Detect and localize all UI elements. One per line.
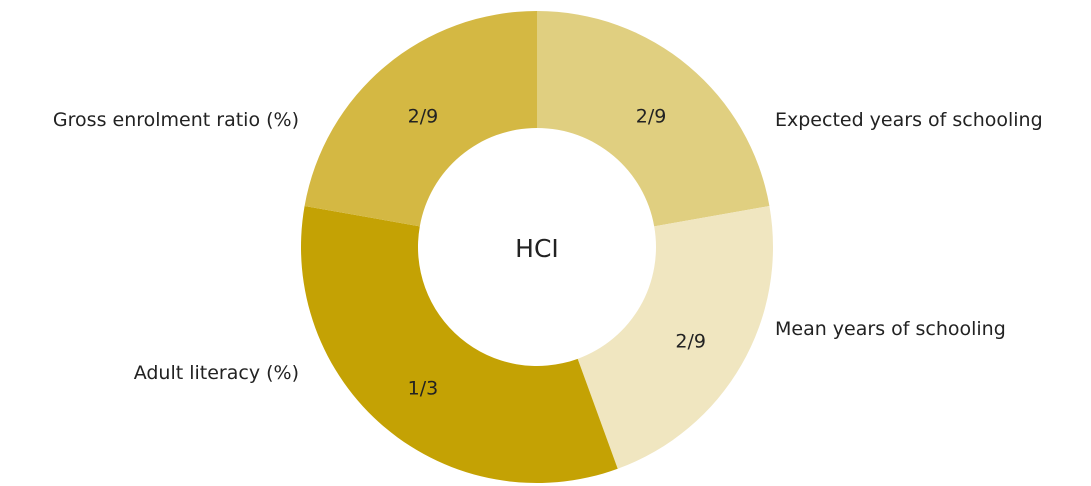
value-label: 2/9 [408, 106, 439, 128]
value-label: 2/9 [675, 330, 706, 352]
segment-label: Expected years of schooling [775, 109, 1043, 131]
value-label: 2/9 [636, 106, 667, 128]
segment-label: Adult literacy (%) [134, 362, 299, 384]
donut-segment [304, 11, 537, 227]
donut-segment [537, 11, 770, 227]
donut-segment [300, 206, 618, 483]
center-label: HCI [515, 234, 559, 263]
value-label: 1/3 [408, 377, 439, 399]
segment-label: Gross enrolment ratio (%) [53, 109, 299, 131]
segment-label: Mean years of schooling [775, 318, 1006, 340]
donut-segment [577, 206, 773, 469]
